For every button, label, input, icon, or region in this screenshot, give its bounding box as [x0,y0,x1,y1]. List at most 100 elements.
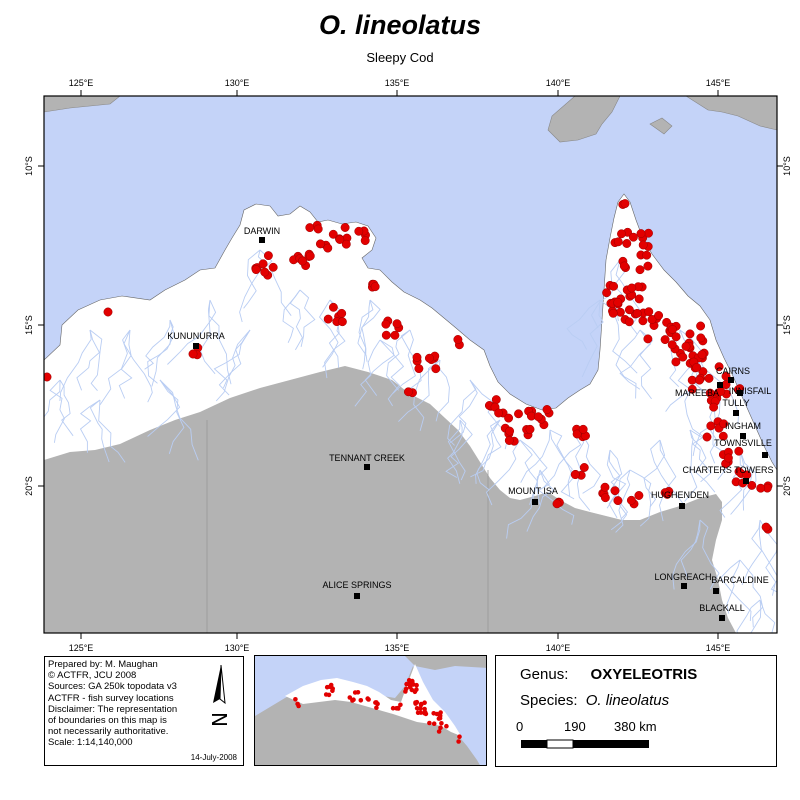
occurrence-dot [315,239,325,249]
river [44,379,61,418]
river [606,449,621,509]
occurrence-dot [627,283,637,293]
river [98,399,126,463]
occurrence-dot [610,486,620,496]
occurrence-dot [643,261,653,271]
occurrence-dot [671,332,681,342]
occurrence-dot [660,488,670,498]
occurrence-dot [638,316,648,326]
river [537,469,575,525]
occurrence-dot [624,305,634,315]
river [213,329,251,389]
credit-line: Scale: 1:14,140,000 [48,737,133,749]
towns: DARWIN KUNUNURRA TENNANT CREEK ALICE SPRING… [167,226,774,621]
town-label: INGHAM [725,421,761,431]
inset-occurrence-dot [326,692,332,698]
river [758,519,777,593]
occurrence-dot [613,496,623,506]
inset-occurrence-dot [418,702,424,708]
river [615,469,631,533]
river [759,599,776,633]
inset-occurrence-dot [414,706,420,711]
inset-occurrence-dot [457,734,462,739]
river [526,469,555,532]
town-marker [679,503,685,509]
occurrence-dot [643,334,653,344]
town-marker [364,464,370,470]
river [445,419,473,478]
occurrence-dot [761,522,771,532]
species-value: O. lineolatus [585,692,670,709]
river [361,299,371,356]
river [59,379,74,437]
occurrence-dot [381,330,391,340]
river [159,379,199,461]
occurrence-dot [697,350,707,360]
occurrence-dot [572,429,582,439]
occurrence-dot [390,330,400,340]
occurrence-dot [619,261,629,271]
town-label: BLACKALL [699,603,745,613]
river [144,319,171,370]
occurrence-dot [44,372,52,382]
scale-label-380: 380 km [614,719,657,734]
town-marker [728,377,734,383]
occurrence-dot [667,340,677,350]
town-label: TENNANT CREEK [329,453,405,463]
inset-occurrence-dot [396,705,401,711]
river [449,379,478,444]
lat-label: 10°S [24,156,34,176]
species-label: Species: [520,692,578,709]
river [239,249,273,323]
occurrence-dot [525,424,535,434]
town-marker [193,343,199,349]
occurrence-dot [654,311,664,320]
river [379,339,405,407]
inset-occurrence-dot [366,697,371,702]
inset-occurrence-dot [293,697,298,702]
lon-label: 140°E [546,643,571,653]
island-nw [44,96,121,113]
river [470,419,502,478]
new-guinea-landmass [547,96,621,143]
river [608,449,623,519]
inset-occurrence-dot [438,725,443,731]
town-label: LONGREACH [654,572,711,582]
lon-label: 130°E [225,78,250,88]
river [736,599,761,633]
river [208,299,232,385]
inset-occurrence-dot [422,700,427,705]
inset-occurrence-dot [415,710,421,715]
occurrence-dot [578,424,588,434]
river [59,329,92,402]
river [358,299,374,370]
lon-label: 140°E [546,78,571,88]
inset-occurrence-dot [351,697,356,702]
town-label: MOUNT ISA [508,486,558,496]
river [672,519,701,590]
inset-occurrence-dot [418,706,423,711]
occurrence-dot [696,321,706,331]
occurrence-dot [313,224,323,234]
occurrence-dot [678,352,688,362]
occurrence-dot [403,387,413,397]
town-label: TULLY [722,398,749,408]
occurrence-dot [337,308,347,318]
occurrence-dot [341,239,351,249]
north-arrow-icon: N [208,664,232,727]
inset-occurrence-dot [403,689,408,694]
inset-occurrence-dot [347,695,353,700]
papua-landmass [685,96,777,131]
occurrence-dot [671,357,681,367]
river [215,329,251,402]
occurrence-dot [734,446,744,456]
river [447,379,477,446]
inset-map[interactable] [254,655,487,766]
occurrence-dot [412,352,422,362]
island-north [649,117,673,135]
rivers [44,249,777,633]
occurrence-dot [696,333,706,343]
occurrence-dot [354,226,364,236]
river [118,329,133,399]
